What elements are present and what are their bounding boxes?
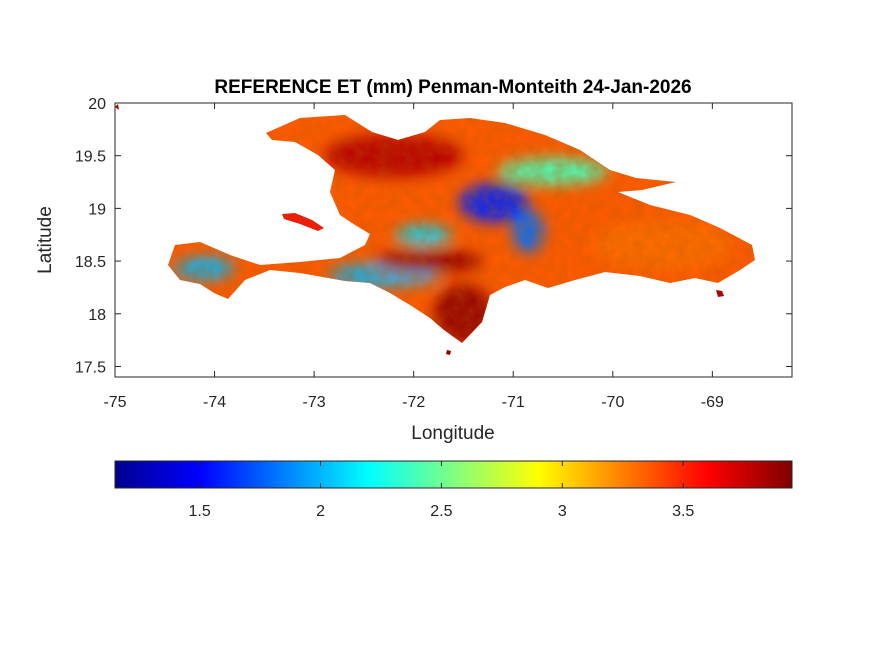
y-tick-label: 20 xyxy=(88,96,106,113)
x-axis: -75 -74 -73 -72 -71 -70 -69 xyxy=(103,103,724,411)
y-axis-label: Latitude xyxy=(35,206,56,274)
colorbar-ticks: 1.5 2 2.5 3 3.5 xyxy=(189,461,694,520)
saona-island xyxy=(716,290,724,297)
y-tick-label: 18 xyxy=(88,307,106,324)
colorbar xyxy=(114,460,793,489)
y-tick-label: 18.5 xyxy=(75,254,106,271)
x-tick-label: -75 xyxy=(103,394,126,411)
colorbar-tick-label: 2.5 xyxy=(430,503,452,520)
y-tick-label: 19.5 xyxy=(75,149,106,166)
colorbar-tick-label: 3 xyxy=(558,503,567,520)
beata-island xyxy=(446,350,451,355)
colorbar-tick-label: 3.5 xyxy=(672,503,694,520)
x-tick-label: -71 xyxy=(502,394,525,411)
chart-title: REFERENCE ET (mm) Penman-Monteith 24-Jan… xyxy=(214,77,691,98)
y-tick-label: 19 xyxy=(88,201,106,218)
colorbar-tick-label: 1.5 xyxy=(189,503,211,520)
tortuga-island xyxy=(282,213,324,231)
x-tick-label: -74 xyxy=(203,394,226,411)
x-axis-label: Longitude xyxy=(411,423,494,444)
colorbar-tick-label: 2 xyxy=(316,503,325,520)
x-tick-label: -72 xyxy=(402,394,425,411)
y-axis: 17.5 18 18.5 19 19.5 20 xyxy=(75,96,792,376)
x-tick-label: -70 xyxy=(601,394,624,411)
x-tick-label: -73 xyxy=(303,394,326,411)
corner-speck xyxy=(115,104,119,110)
y-tick-label: 17.5 xyxy=(75,359,106,376)
small-islands xyxy=(115,104,724,355)
x-tick-label: -69 xyxy=(701,394,724,411)
